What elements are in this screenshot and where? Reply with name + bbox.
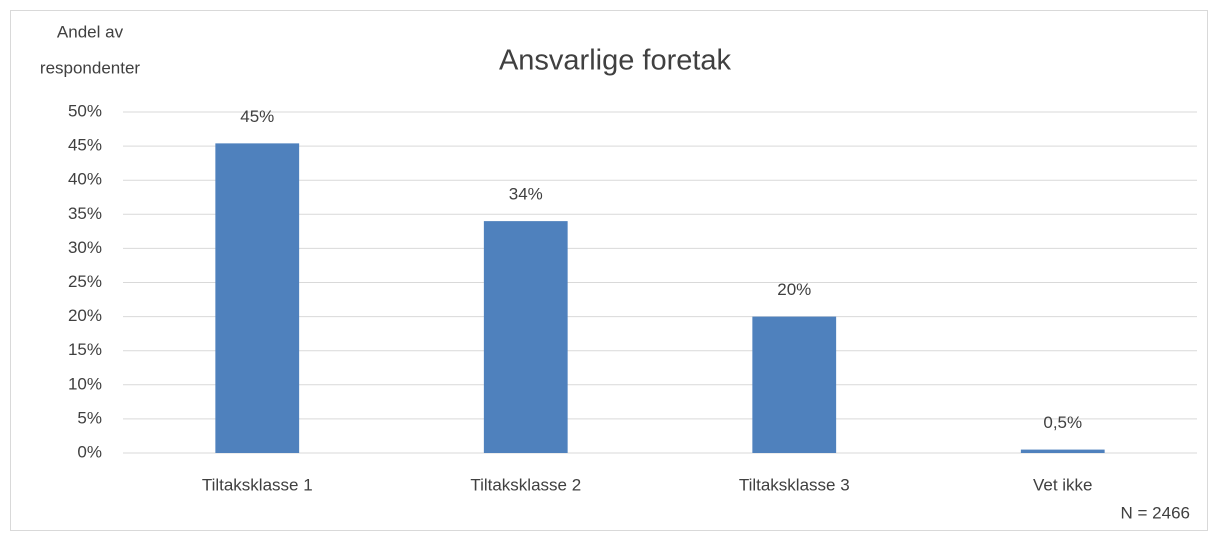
chart-title: Ansvarlige foretak <box>499 45 732 77</box>
x-tick-label: Tiltaksklasse 1 <box>202 475 313 494</box>
y-tick-label: 40% <box>68 170 102 189</box>
y-tick-label: 5% <box>77 408 102 427</box>
y-tick-label: 50% <box>68 101 102 120</box>
y-tick-label: 15% <box>68 340 102 359</box>
x-tick-label: Tiltaksklasse 3 <box>739 475 850 494</box>
x-tick-label: Vet ikke <box>1033 475 1093 494</box>
data-label: 0,5% <box>1043 413 1082 432</box>
data-label: 34% <box>509 185 543 204</box>
annotation: N = 2466 <box>1121 503 1190 522</box>
data-label: 20% <box>777 280 811 299</box>
y-tick-label: 35% <box>68 204 102 223</box>
data-label: 45% <box>240 107 274 126</box>
y-tick-label: 25% <box>68 272 102 291</box>
chart-frame <box>10 10 1208 531</box>
y-tick-label: 20% <box>68 306 102 325</box>
y-axis-label: respondenter <box>40 58 141 77</box>
y-axis-label: Andel av <box>57 22 124 41</box>
y-tick-label: 30% <box>68 238 102 257</box>
y-tick-label: 10% <box>68 374 102 393</box>
bar <box>752 316 837 453</box>
y-tick-label: 45% <box>68 136 102 155</box>
bar <box>215 143 300 453</box>
bar <box>483 221 568 453</box>
x-tick-label: Tiltaksklasse 2 <box>470 475 581 494</box>
y-tick-label: 0% <box>77 442 102 461</box>
bar <box>1020 449 1105 453</box>
